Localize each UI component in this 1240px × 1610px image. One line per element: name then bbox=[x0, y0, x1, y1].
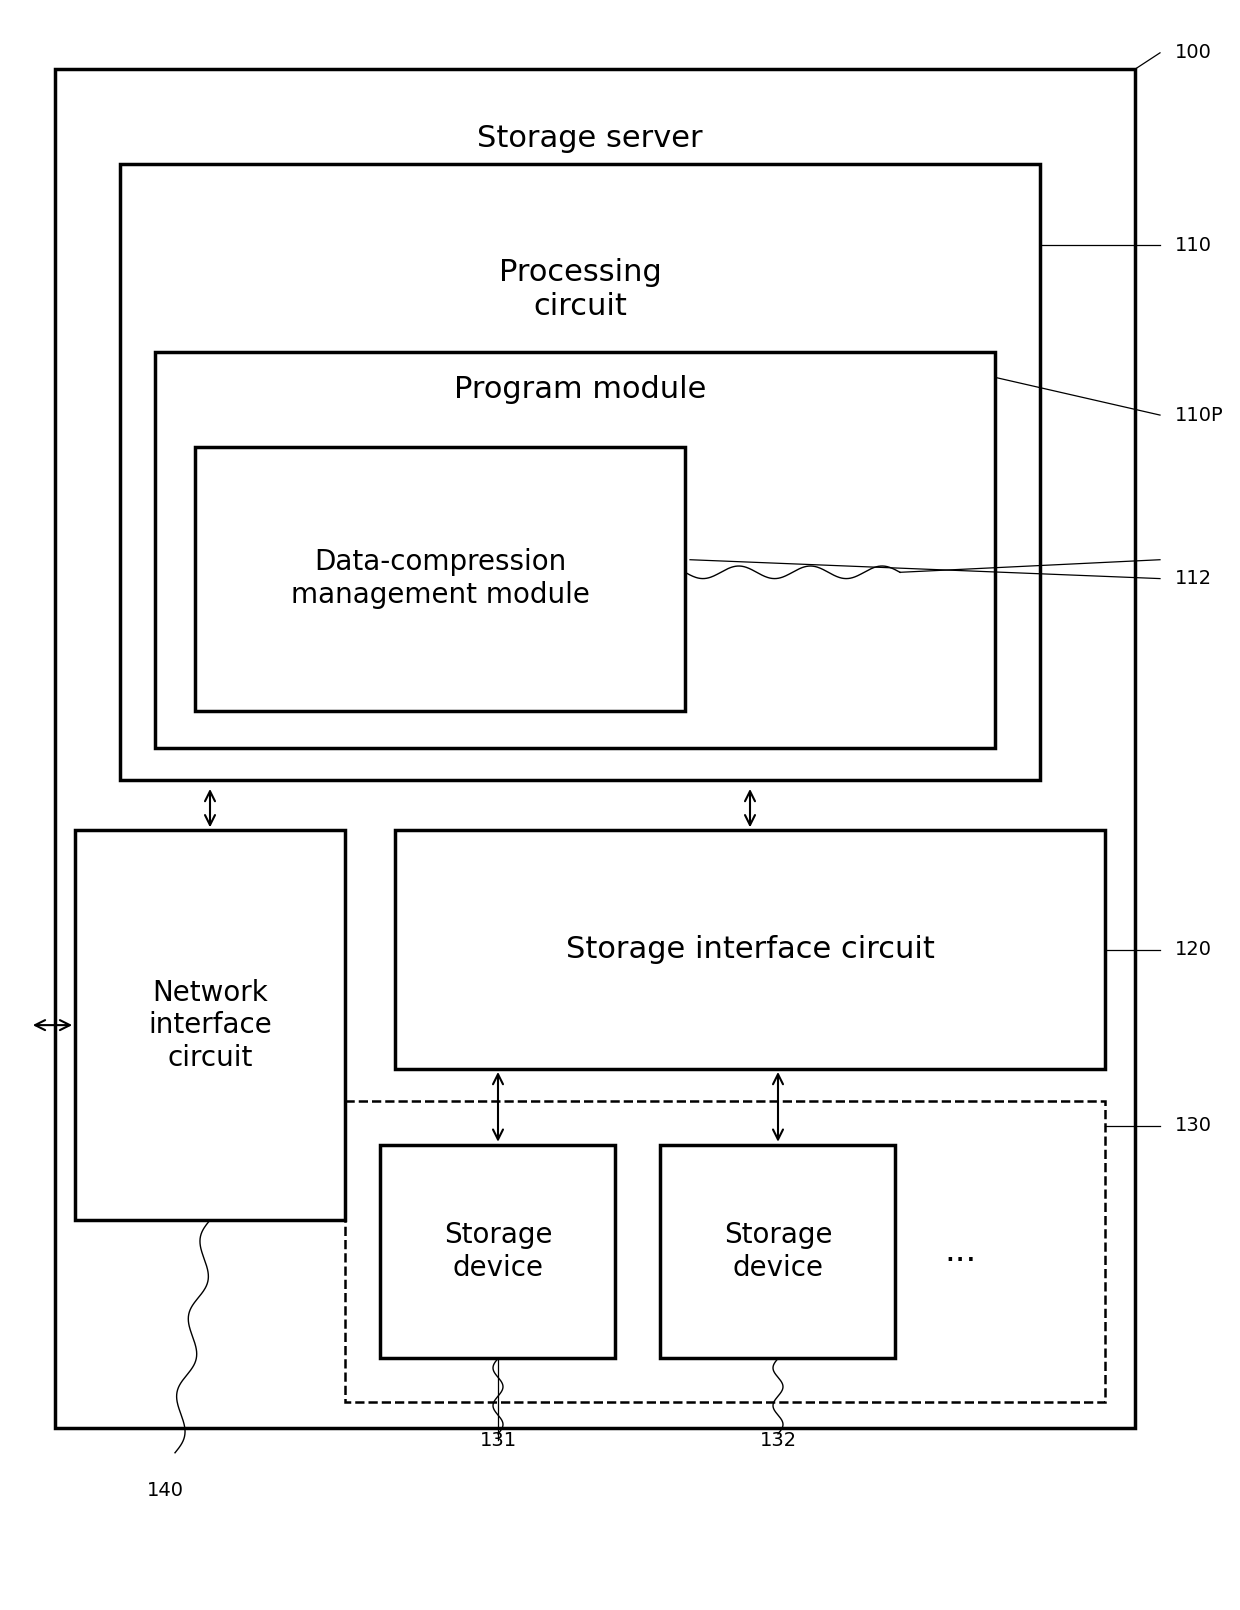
Bar bbox=[660, 1145, 895, 1359]
Bar bbox=[379, 1145, 615, 1359]
Text: 132: 132 bbox=[759, 1431, 796, 1449]
Text: Data-compression
management module: Data-compression management module bbox=[290, 549, 589, 609]
Bar bbox=[74, 831, 345, 1220]
Text: 140: 140 bbox=[146, 1481, 184, 1501]
Text: 130: 130 bbox=[1176, 1116, 1211, 1135]
Bar bbox=[345, 1101, 1105, 1402]
Text: 110: 110 bbox=[1176, 235, 1211, 254]
Text: Network
interface
circuit: Network interface circuit bbox=[148, 979, 272, 1072]
Text: Storage
device: Storage device bbox=[444, 1222, 552, 1282]
Bar bbox=[155, 353, 994, 749]
Bar bbox=[120, 164, 1040, 779]
Text: Storage
device: Storage device bbox=[724, 1222, 832, 1282]
Text: 110P: 110P bbox=[1176, 406, 1224, 425]
Text: Storage interface circuit: Storage interface circuit bbox=[565, 935, 935, 964]
Text: ...: ... bbox=[944, 1235, 976, 1269]
Text: Program module: Program module bbox=[454, 375, 707, 404]
Text: Storage server: Storage server bbox=[477, 124, 703, 153]
Bar bbox=[396, 831, 1105, 1069]
Text: Processing
circuit: Processing circuit bbox=[498, 258, 661, 320]
Text: 112: 112 bbox=[1176, 568, 1213, 588]
Text: 100: 100 bbox=[1176, 43, 1211, 63]
Bar bbox=[195, 446, 684, 710]
Bar bbox=[55, 69, 1135, 1428]
Text: 120: 120 bbox=[1176, 940, 1211, 960]
Text: 131: 131 bbox=[480, 1431, 517, 1449]
